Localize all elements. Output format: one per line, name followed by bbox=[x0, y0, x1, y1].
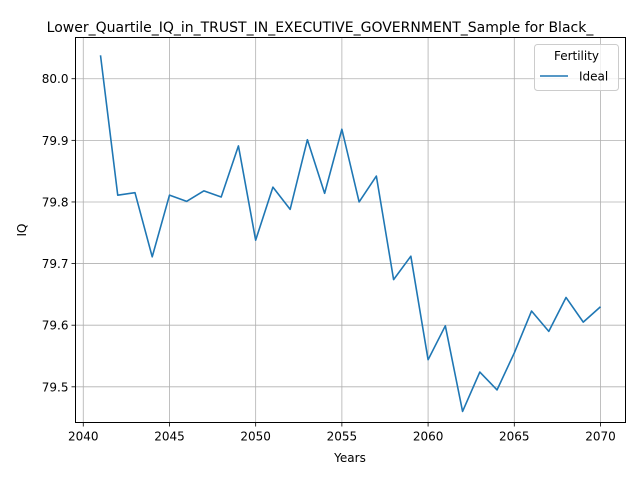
y-tick-label: 80.0 bbox=[42, 72, 69, 86]
y-tick-label: 79.8 bbox=[42, 195, 69, 209]
legend-box bbox=[534, 44, 619, 91]
y-tick-label: 79.7 bbox=[42, 257, 69, 271]
plot-frame bbox=[75, 37, 626, 423]
x-axis-ticks: 2040 2045 2050 2055 2060 2065 2070 bbox=[68, 422, 616, 444]
legend-label-ideal: Ideal bbox=[579, 70, 608, 84]
x-tick-label: 2065 bbox=[499, 430, 530, 444]
series-lines bbox=[99, 55, 602, 413]
x-tick-label: 2045 bbox=[154, 430, 185, 444]
series-line-ideal bbox=[99, 55, 602, 413]
x-tick-label: 2055 bbox=[327, 430, 358, 444]
x-tick-label: 2060 bbox=[413, 430, 444, 444]
y-tick-label: 79.9 bbox=[42, 134, 69, 148]
x-tick-label: 2070 bbox=[585, 430, 616, 444]
chart-title: Lower_Quartile_IQ_in_TRUST_IN_EXECUTIVE_… bbox=[47, 20, 595, 36]
x-axis-label: Years bbox=[333, 451, 366, 465]
y-tick-label: 79.6 bbox=[42, 319, 69, 333]
y-axis-ticks: 79.5 79.6 79.7 79.8 79.9 80.0 bbox=[42, 72, 76, 394]
legend: Fertility Ideal bbox=[534, 44, 619, 91]
x-tick-label: 2050 bbox=[240, 430, 271, 444]
x-tick-label: 2040 bbox=[68, 430, 99, 444]
legend-title: Fertility bbox=[554, 49, 599, 63]
y-axis-label: IQ bbox=[15, 224, 29, 237]
grid-lines bbox=[75, 37, 626, 423]
y-tick-label: 79.5 bbox=[42, 380, 69, 394]
